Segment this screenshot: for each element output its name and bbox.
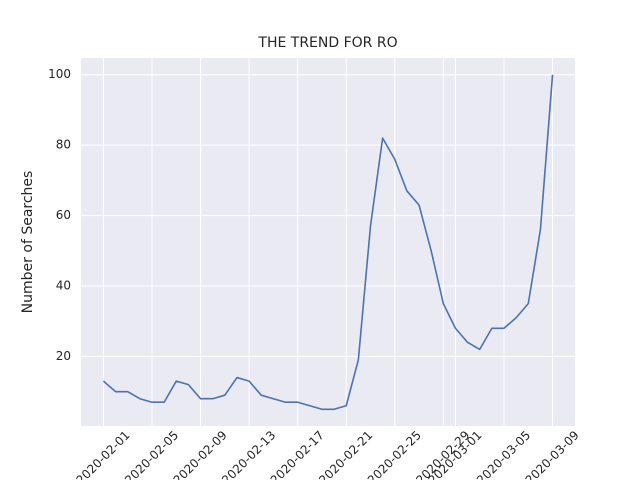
x-tick-label: 2020-03-09 <box>523 428 582 480</box>
x-tick-label: 2020-03-05 <box>474 428 533 480</box>
grid <box>81 58 575 426</box>
x-tick-label: 2020-02-01 <box>73 428 132 480</box>
y-tick-label: 100 <box>48 67 71 81</box>
x-tick-label: 2020-02-25 <box>365 428 424 480</box>
line <box>102 74 554 411</box>
plot-area <box>81 58 575 426</box>
x-tick-label: 2020-02-09 <box>171 428 230 480</box>
y-axis-label: Number of Searches <box>20 171 36 314</box>
x-tick-label: 2020-02-17 <box>268 428 327 480</box>
x-tick-label: 2020-02-05 <box>122 428 181 480</box>
y-tick-label: 80 <box>56 138 71 152</box>
y-tick-label: 20 <box>56 349 71 363</box>
y-tick-label: 40 <box>56 279 71 293</box>
chart-title: THE TREND FOR RO <box>257 35 397 51</box>
x-tick-label: 2020-02-13 <box>219 428 278 480</box>
y-tick-label: 60 <box>56 208 71 222</box>
x-tick-label: 2020-02-21 <box>316 428 375 480</box>
